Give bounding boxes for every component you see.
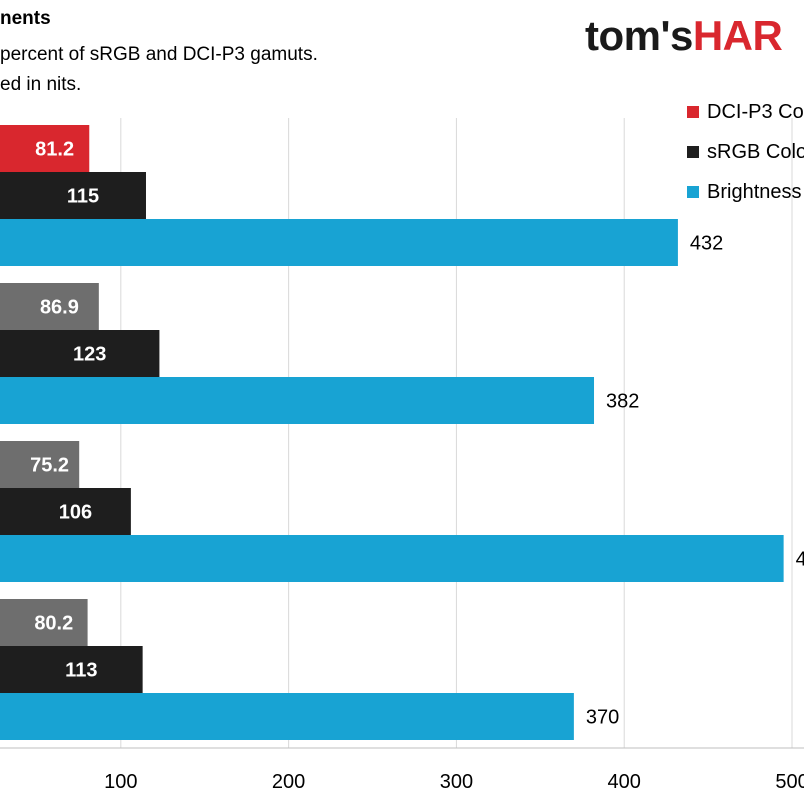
bar-dci-p3-4 <box>0 599 88 646</box>
x-tick-label-500: 500 <box>775 771 804 793</box>
chart-subtitle-line-1: percent of sRGB and DCI-P3 gamuts. <box>0 44 318 65</box>
bar-brightness-4 <box>0 693 574 740</box>
data-label-dci-p3-4: 80.2 <box>34 613 73 635</box>
bar-brightness-2 <box>0 377 595 424</box>
data-label-brightness-2: 382 <box>606 391 639 413</box>
logo-text-accent: HAR <box>692 12 783 59</box>
legend-swatch-brightness <box>687 186 699 198</box>
data-label-srgb-2: 123 <box>73 344 106 366</box>
bar-srgb-4 <box>0 646 143 693</box>
legend-swatch-dci-p3 <box>687 106 699 118</box>
bar-dci-p3-2 <box>0 283 99 330</box>
logo-text-primary: tom's <box>585 12 693 59</box>
data-label-srgb-1: 115 <box>67 186 99 208</box>
brand-logo: tom'sHAR <box>585 12 783 60</box>
data-label-srgb-4: 113 <box>65 660 97 682</box>
data-label-brightness-4: 370 <box>586 707 619 729</box>
data-label-dci-p3-2: 86.9 <box>40 297 79 319</box>
x-tick-label-400: 400 <box>608 771 641 793</box>
data-label-srgb-3: 106 <box>59 502 92 524</box>
chart-legend: DCI-P3 Co sRGB Colo Brightness <box>687 92 804 212</box>
chart-title: nents <box>0 8 51 29</box>
data-label-brightness-3: 4 <box>796 549 804 571</box>
legend-item-dci-p3: DCI-P3 Co <box>687 92 804 132</box>
bar-dci-p3-3 <box>0 441 80 488</box>
data-label-dci-p3-1: 81.2 <box>35 139 74 161</box>
legend-label-srgb: sRGB Colo <box>707 140 804 163</box>
legend-item-brightness: Brightness <box>687 172 804 212</box>
bar-srgb-3 <box>0 488 131 535</box>
x-tick-label-100: 100 <box>104 771 137 793</box>
legend-item-srgb: sRGB Colo <box>687 132 804 172</box>
x-tick-label-300: 300 <box>440 771 473 793</box>
legend-label-brightness: Brightness <box>707 180 802 203</box>
bar-brightness-3 <box>0 535 784 582</box>
data-label-brightness-1: 432 <box>690 233 723 255</box>
chart-subtitle-line-2: ed in nits. <box>0 74 82 95</box>
bar-brightness-1 <box>0 219 678 266</box>
x-tick-label-200: 200 <box>272 771 305 793</box>
bar-dci-p3-1 <box>0 125 90 172</box>
bar-srgb-1 <box>0 172 146 219</box>
legend-label-dci-p3: DCI-P3 Co <box>707 100 804 123</box>
data-label-dci-p3-3: 75.2 <box>30 455 69 477</box>
legend-swatch-srgb <box>687 146 699 158</box>
bar-srgb-2 <box>0 330 160 377</box>
